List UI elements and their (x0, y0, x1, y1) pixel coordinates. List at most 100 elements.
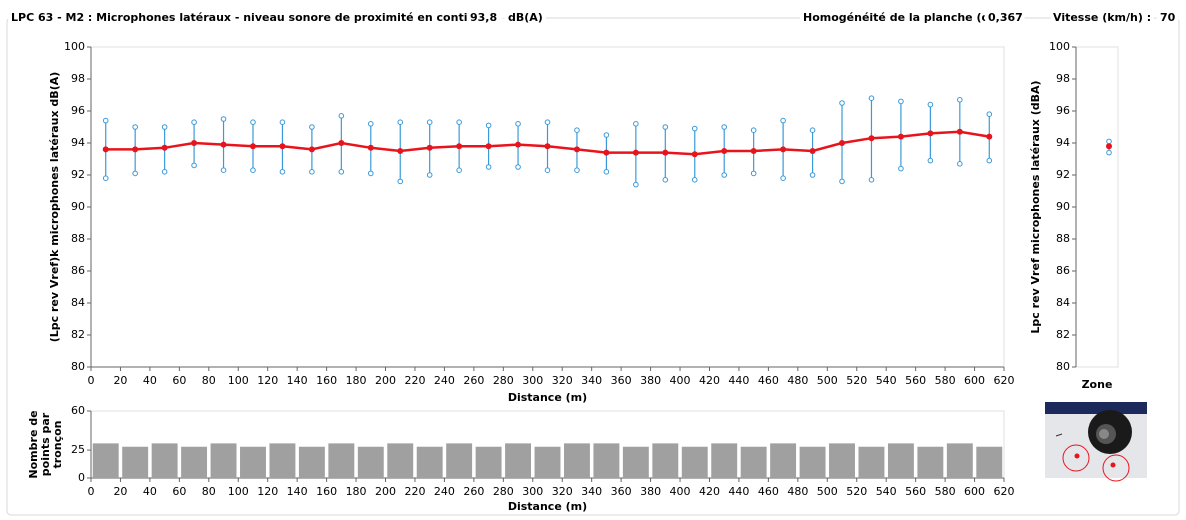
bar (446, 443, 473, 478)
bar (887, 443, 914, 478)
y-tick-label: 98 (71, 72, 85, 85)
group-frame (6, 17, 1180, 516)
error-cap-upper (161, 124, 168, 130)
error-cap-lower (544, 167, 551, 173)
x-tick-label: 60 (172, 485, 186, 498)
error-cap-upper (102, 117, 109, 124)
y-tick-label: 88 (1056, 232, 1070, 245)
bar (652, 443, 679, 478)
mean-point (426, 144, 433, 151)
x-tick-label: 440 (728, 374, 749, 387)
x-tick-label: 320 (552, 485, 573, 498)
homogeneity-label: Homogénéité de la planche (σ) (803, 11, 995, 24)
x-tick-label: 580 (935, 485, 956, 498)
mean-point (780, 146, 787, 153)
y-tick-label: 84 (71, 296, 85, 309)
error-cap-lower (809, 172, 816, 178)
x-tick-label: 400 (670, 374, 691, 387)
mean-point (839, 140, 846, 146)
y-tick-label: 90 (71, 200, 85, 213)
x-tick-label: 260 (463, 485, 484, 498)
error-cap-lower (279, 169, 286, 175)
x-tick-label: 220 (404, 374, 425, 387)
error-cap-lower (250, 167, 256, 173)
y-axis-label: tronçon (51, 421, 64, 469)
x-tick-label: 500 (817, 485, 838, 498)
mean-point (721, 148, 728, 154)
error-cap-upper (662, 124, 669, 130)
mean-point (868, 135, 875, 142)
error-cap-upper (839, 100, 845, 106)
error-cap-lower (397, 178, 404, 185)
error-cap-lower (132, 170, 138, 177)
x-tick-label: 520 (846, 374, 867, 387)
x-tick-label: 160 (316, 374, 337, 387)
y-tick-label: 80 (71, 360, 85, 373)
error-cap-upper (927, 101, 934, 108)
bar (593, 443, 620, 478)
y-axis-label: points par (39, 412, 52, 476)
bar (770, 443, 797, 478)
mean-point (603, 149, 610, 156)
level: 93,8 (470, 11, 497, 24)
error-cap-upper (986, 111, 993, 117)
x-tick-label: 420 (699, 374, 720, 387)
mean-point (956, 128, 963, 135)
y-tick-label: 88 (71, 232, 85, 245)
x-tick-label: 240 (434, 374, 455, 387)
mean-point (397, 148, 404, 154)
mean-point (220, 141, 227, 148)
x-tick-label: 480 (787, 485, 808, 498)
bar (563, 443, 590, 478)
x-tick-label: 60 (172, 374, 186, 387)
speed: 70 (1160, 11, 1176, 24)
mean-point (662, 149, 669, 156)
error-cap-upper (309, 124, 315, 130)
error-cap-upper (809, 127, 816, 133)
x-tick-label: 260 (463, 374, 484, 387)
x-tick-label: 40 (143, 485, 157, 498)
bar (799, 446, 826, 478)
error-cap-lower (338, 169, 345, 175)
error-cap-lower (102, 175, 109, 181)
y-tick-label: 92 (1056, 168, 1070, 181)
x-tick-label: 120 (257, 374, 278, 387)
mean-point (102, 146, 109, 153)
error-cap-upper (721, 124, 728, 130)
mean-point (338, 140, 345, 146)
y-tick-label: 90 (1056, 200, 1070, 213)
x-tick-label: 560 (905, 485, 926, 498)
x-tick-label: 300 (522, 374, 543, 387)
mean-point (279, 143, 286, 150)
error-cap-lower (161, 169, 168, 175)
mean-point (515, 141, 522, 148)
x-tick-label: 340 (581, 485, 602, 498)
error-cap-upper (220, 116, 227, 122)
mean-point (691, 151, 698, 158)
x-tick-label: 400 (670, 485, 691, 498)
speed-label: Vitesse (km/h) : (1053, 11, 1151, 24)
bar (534, 446, 561, 478)
x-tick-label: 520 (846, 485, 867, 498)
x-tick-label: 320 (552, 374, 573, 387)
error-cap-lower (839, 178, 845, 185)
bar (622, 446, 649, 478)
x-tick-label: 280 (493, 485, 514, 498)
x-tick-label: 340 (581, 374, 602, 387)
mean-point (191, 140, 198, 146)
bar (151, 443, 178, 478)
x-tick-label: 220 (404, 485, 425, 498)
y-tick-label: 82 (1056, 328, 1070, 341)
error-cap-upper (426, 119, 433, 125)
error-cap-lower (220, 167, 227, 173)
mean-point (986, 133, 993, 140)
error-cap-upper (485, 122, 492, 129)
error-cap-upper (603, 132, 610, 138)
x-tick-label: 20 (113, 485, 127, 498)
x-tick-label: 540 (876, 485, 897, 498)
x-tick-label: 560 (905, 374, 926, 387)
bar (681, 446, 708, 478)
error-cap-lower (633, 181, 639, 188)
y-axis-label: (Lpc rev Vref)k microphones latéraux dB(… (48, 72, 61, 343)
